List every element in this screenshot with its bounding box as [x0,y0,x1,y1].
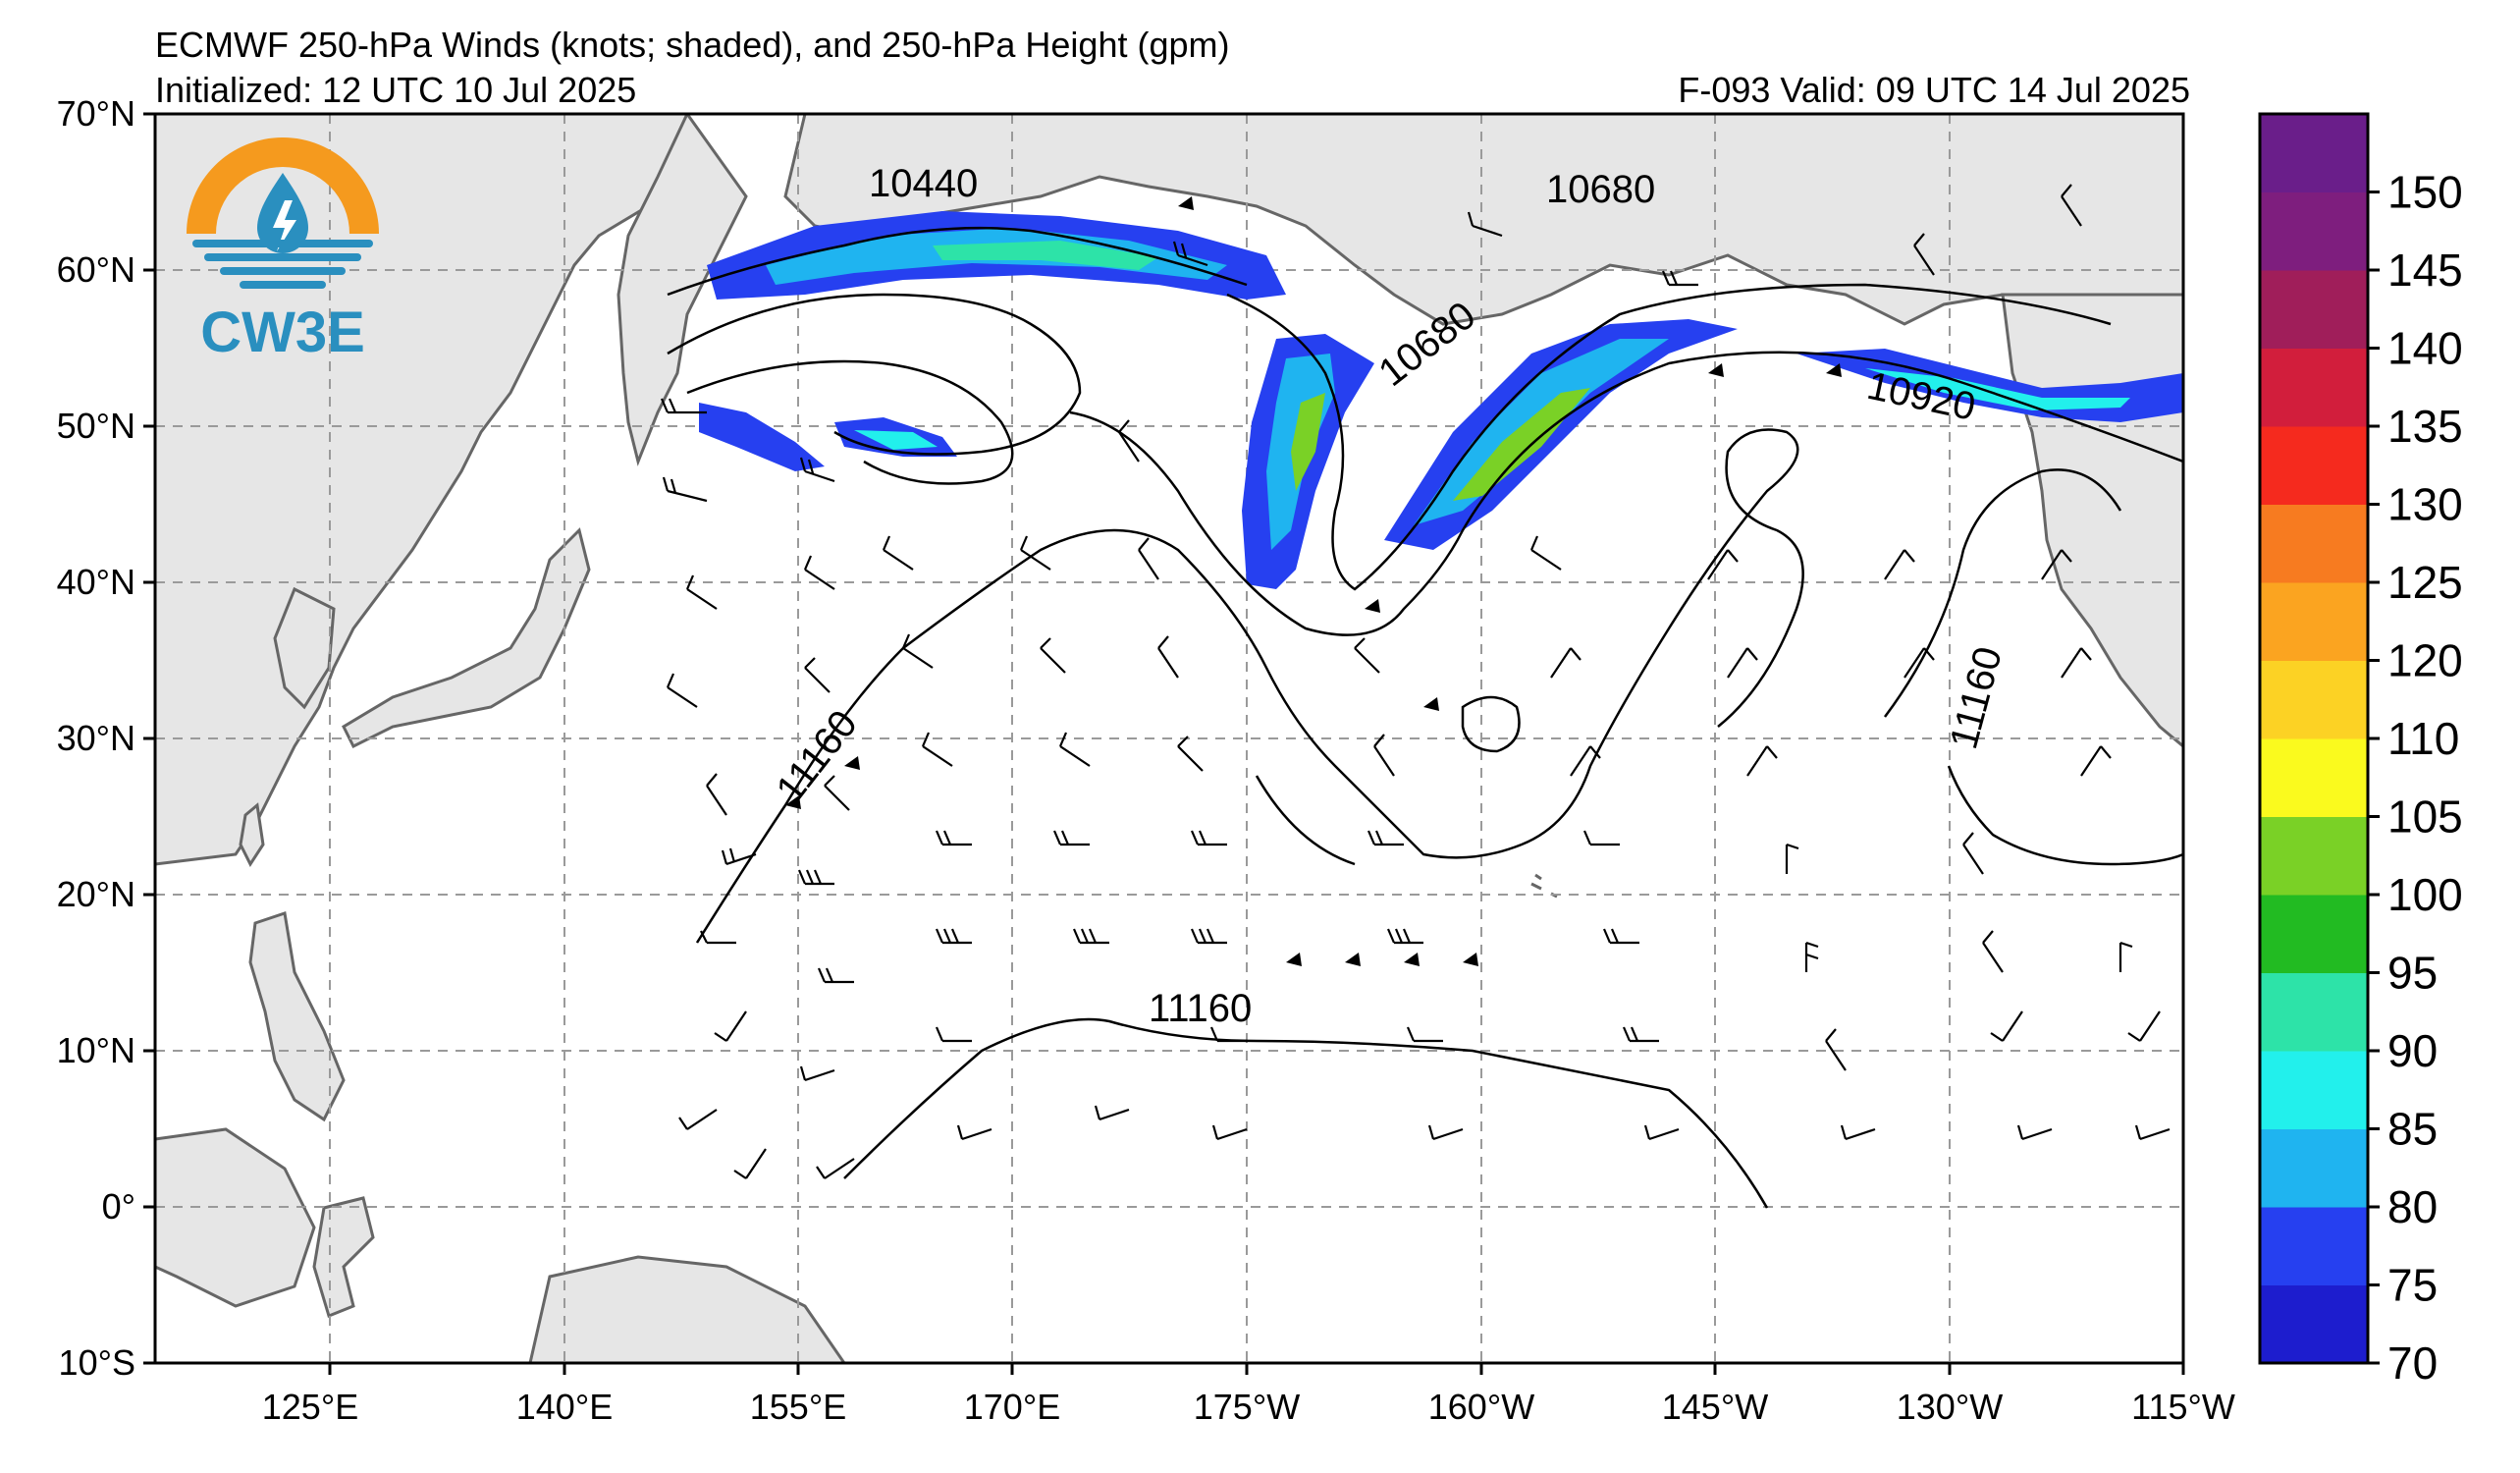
colorbar: 70 75 80 85 90 95 100 105 110 120 125 130 135 140 145 1… [2258,112,2463,1389]
colorbar-label: 145 [2387,245,2463,296]
contour-label-10680-north: 10680 [1546,168,1655,211]
jet-core-north-inner [933,241,1158,270]
contour-10440 [667,226,1248,297]
contour-11160-south [843,1017,1769,1209]
contour-label-10440: 10440 [869,162,978,205]
colorbar-segment [2260,1051,2368,1129]
lon-label-170e: 170°E [964,1387,1060,1427]
colorbar-label: 75 [2387,1260,2438,1311]
new-guinea-land [528,1255,846,1363]
colorbar-segment [2260,191,2368,271]
japan-land [342,527,591,749]
colorbar-label: 95 [2387,948,2438,999]
jet-streak-west [699,403,825,471]
map-content: 10440 10680 10680 10920 11160 11160 1116… [155,114,2183,1363]
contour-11160-b [1883,468,2122,718]
latitude-labels: 70°N 60°N 50°N 40°N 30°N 20°N 10°N 0° 10… [57,93,135,1383]
colorbar-segment [2260,582,2368,661]
logo-wave-1 [192,240,373,247]
lat-label-0: 0° [102,1186,135,1227]
colorbar-segment [2260,972,2368,1052]
valid-time: F-093 Valid: 09 UTC 14 Jul 2025 [1678,70,2190,110]
colorbar-segment [2260,895,2368,973]
wind-barbs [660,184,2171,1179]
colorbar-segment [2260,738,2368,817]
colorbar-segment [2260,426,2368,505]
contour-11160-a [695,428,1804,944]
colorbar-segment [2260,1284,2368,1364]
jet-core-trough-inner [1291,393,1325,491]
jet-core-ridge-inner [1453,388,1590,501]
colorbar-label: 100 [2387,869,2463,920]
colorbar-label: 90 [2387,1025,2438,1076]
colorbar-segment [2260,816,2368,896]
philippines-land [248,911,346,1122]
lat-label-10n: 10°N [57,1030,135,1070]
colorbar-label: 125 [2387,557,2463,608]
colorbar-segment [2260,348,2368,427]
jet-streak-small-core [854,430,938,450]
logo-wave-4 [240,281,326,289]
logo-sun-arc [187,137,379,234]
colorbar-label: 70 [2387,1337,2438,1389]
height-contours [667,226,2183,1209]
contour-10680-b [1226,283,2112,591]
lon-label-140e: 140°E [516,1387,613,1427]
jet-streaks [699,211,2183,589]
logo-text: CW3E [200,300,365,364]
lat-label-70n: 70°N [57,93,135,134]
lon-label-115w: 115°W [2131,1387,2235,1427]
logo-wave-3 [220,267,346,275]
colorbar-segment [2260,270,2368,349]
colorbar-label: 85 [2387,1104,2438,1155]
longitude-labels: 125°E 140°E 155°E 170°E 175°W 160°W 145°… [262,1387,2235,1427]
colorbar-segment [2260,1207,2368,1285]
colorbar-segment [2260,1128,2368,1208]
contour-closed-low [1461,695,1521,753]
colorbar-label: 150 [2387,167,2463,218]
lon-label-160w: 160°W [1428,1387,1534,1427]
lon-label-155e: 155°E [750,1387,846,1427]
lon-label-130w: 130°W [1897,1387,2003,1427]
colorbar-label: 80 [2387,1181,2438,1232]
colorbar-segment [2260,114,2368,192]
contour-10680-a [667,293,1082,456]
lat-label-60n: 60°N [57,249,135,290]
colorbar-label: 130 [2387,479,2463,530]
chart-title: ECMWF 250-hPa Winds (knots; shaded), and… [155,25,1230,65]
taiwan-land [239,802,265,868]
lat-label-50n: 50°N [57,406,135,446]
contour-11160-d [1255,775,1356,866]
jet-core-northeast [1865,368,2130,410]
contour-11160-c [1947,765,2183,866]
indonesia-land [155,1127,316,1308]
lat-label-20n: 20°N [57,874,135,914]
logo-bolt-icon [273,200,296,251]
lon-label-125e: 125°E [262,1387,358,1427]
colorbar-label: 120 [2387,635,2463,686]
cw3e-logo: CW3E [187,137,379,364]
colorbar-label: 140 [2387,323,2463,374]
korea-land [273,586,336,710]
contour-label-11160-south: 11160 [1149,987,1252,1030]
logo-wave-2 [204,253,361,261]
contour-10920 [686,351,2183,636]
kamchatka-land [617,114,748,466]
colorbar-segment [2260,504,2368,583]
colorbar-segment [2260,660,2368,739]
initialized-time: Initialized: 12 UTC 10 Jul 2025 [155,70,637,110]
colorbar-label: 135 [2387,401,2463,452]
colorbar-label: 105 [2387,791,2463,843]
colorbar-label: 110 [2387,713,2459,764]
lat-label-10s: 10°S [59,1342,135,1383]
wind-pennants [785,196,1842,966]
lon-label-175w: 175°W [1194,1387,1300,1427]
lat-label-30n: 30°N [57,718,135,758]
axis-ticks [143,112,2185,1375]
lon-label-145w: 145°W [1662,1387,1768,1427]
lat-label-40n: 40°N [57,562,135,602]
